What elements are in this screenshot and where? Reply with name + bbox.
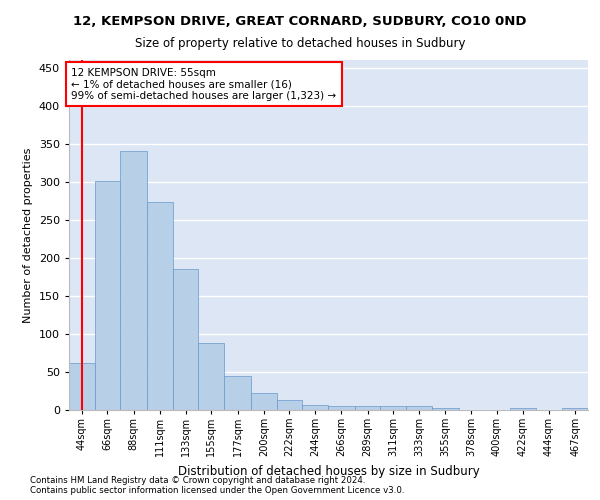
Bar [380,406,406,410]
Text: 12 KEMPSON DRIVE: 55sqm
← 1% of detached houses are smaller (16)
99% of semi-det: 12 KEMPSON DRIVE: 55sqm ← 1% of detached… [71,68,337,101]
Bar [95,181,121,410]
Text: 12, KEMPSON DRIVE, GREAT CORNARD, SUDBURY, CO10 0ND: 12, KEMPSON DRIVE, GREAT CORNARD, SUDBUR… [73,15,527,28]
Bar [69,363,95,410]
X-axis label: Distribution of detached houses by size in Sudbury: Distribution of detached houses by size … [178,465,479,478]
Bar [173,269,199,410]
Bar [302,404,328,410]
Text: Size of property relative to detached houses in Sudbury: Size of property relative to detached ho… [135,38,465,51]
Bar [121,152,147,410]
Bar [224,376,251,410]
Bar [432,408,458,410]
Y-axis label: Number of detached properties: Number of detached properties [23,148,33,322]
Bar [199,343,224,410]
Text: Contains HM Land Registry data © Crown copyright and database right 2024.: Contains HM Land Registry data © Crown c… [30,476,365,485]
Bar [251,394,277,410]
Bar [510,408,536,410]
Text: Contains public sector information licensed under the Open Government Licence v3: Contains public sector information licen… [30,486,404,495]
Bar [355,406,380,410]
Bar [406,406,432,410]
Bar [328,406,355,410]
Bar [562,408,588,410]
Bar [147,202,173,410]
Bar [277,400,302,410]
